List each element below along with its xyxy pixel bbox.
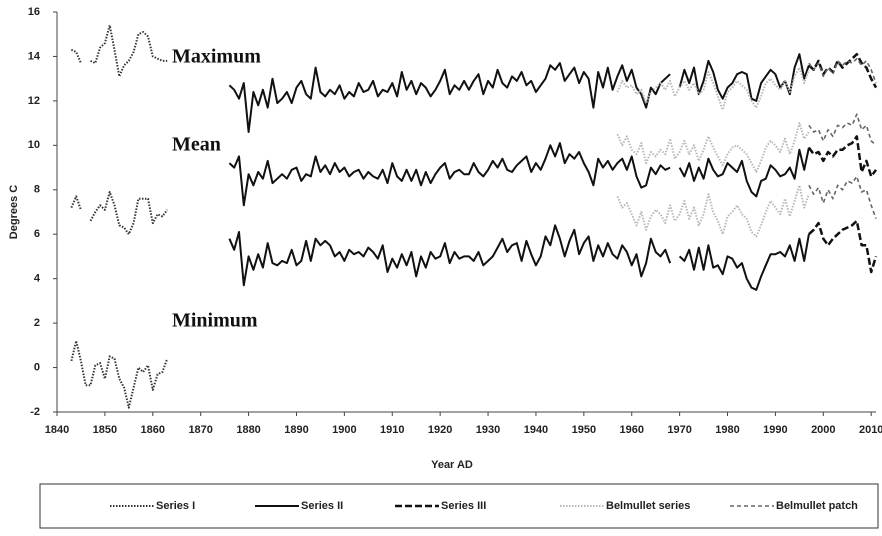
data-line (616, 66, 810, 111)
y-tick-label: 4 (34, 273, 41, 285)
y-tick-label: -2 (30, 406, 40, 418)
x-tick-label: 1940 (524, 424, 548, 436)
x-tick-label: 1890 (284, 424, 308, 436)
y-tick-label: 10 (28, 139, 40, 151)
data-line (808, 219, 878, 274)
x-tick-label: 1840 (45, 424, 69, 436)
x-tick-label: 1910 (380, 424, 404, 436)
x-tick-label: 1960 (619, 424, 643, 436)
data-line (228, 224, 810, 291)
x-tick-label: 1880 (236, 424, 260, 436)
data-line (808, 57, 877, 84)
annotation: Maximum (172, 46, 261, 68)
y-tick-label: 16 (28, 6, 40, 18)
data-line (616, 184, 810, 238)
y-axis-title: Degrees C (8, 185, 20, 239)
data-line (228, 142, 810, 207)
legend-label: Series II (301, 500, 343, 512)
x-tick-label: 1850 (93, 424, 117, 436)
data-line (70, 24, 168, 78)
legend-label: Belmullet series (606, 500, 690, 512)
x-tick-label: 1950 (572, 424, 596, 436)
x-tick-label: 1980 (715, 424, 739, 436)
x-tick-label: 1920 (428, 424, 452, 436)
data-line (808, 52, 878, 89)
y-tick-label: 12 (28, 95, 40, 107)
data-line (807, 135, 878, 178)
data-line (616, 122, 810, 173)
y-tick-label: 2 (34, 317, 40, 329)
data-line (808, 175, 877, 219)
annotation: Minimum (172, 310, 258, 332)
legend-box (39, 483, 879, 529)
x-tick-label: 1870 (188, 424, 212, 436)
y-tick-label: 8 (34, 184, 40, 196)
x-tick-label: 1990 (763, 424, 787, 436)
legend-label: Series III (441, 500, 486, 512)
data-line (70, 339, 169, 409)
y-tick-label: 6 (34, 228, 40, 240)
x-tick-label: 1900 (332, 424, 356, 436)
x-tick-label: 2000 (811, 424, 835, 436)
data-line (70, 191, 169, 236)
x-tick-label: 2010 (859, 424, 882, 436)
annotation: Mean (172, 134, 221, 156)
data-line (808, 113, 877, 146)
legend-label: Series I (156, 500, 195, 512)
x-tick-label: 1860 (141, 424, 165, 436)
x-tick-label: 1970 (667, 424, 691, 436)
x-tick-label: 1930 (476, 424, 500, 436)
x-axis-title: Year AD (431, 459, 473, 471)
legend-label: Belmullet patch (776, 500, 858, 512)
y-tick-label: 0 (34, 361, 40, 373)
y-tick-label: 14 (28, 50, 41, 62)
data-line (228, 53, 810, 133)
